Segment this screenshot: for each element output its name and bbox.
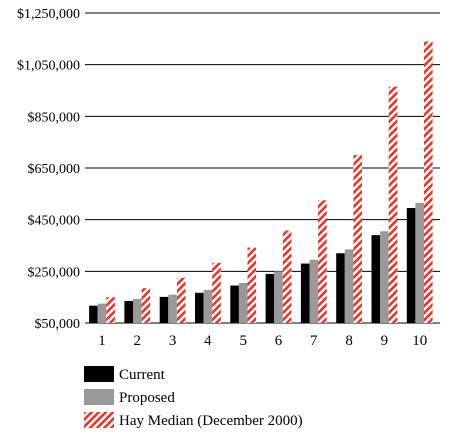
x-tick-label: 4 [204, 333, 212, 349]
x-tick-label: 2 [134, 333, 142, 349]
bar-current-10 [406, 208, 416, 323]
y-tick-label: $250,000 [28, 265, 81, 280]
bar-hay-6 [282, 230, 292, 323]
x-tick-label: 3 [169, 333, 177, 349]
y-tick-label: $850,000 [28, 110, 81, 125]
legend-swatch [84, 389, 114, 405]
x-tick-label: 7 [310, 333, 318, 349]
bar-hay-3 [176, 277, 186, 323]
bar-group-2 [124, 288, 151, 323]
legend: Current Proposed Hay Median (December 2000… [84, 366, 303, 429]
y-axis-tick-labels: $50,000 $250,000 $450,000 $650,000 $850,000 $… [17, 7, 80, 332]
legend-label: Current [119, 367, 166, 383]
x-tick-label: 8 [345, 333, 353, 349]
bar-current-8 [336, 253, 345, 323]
legend-item: Proposed [84, 389, 175, 406]
x-tick-label: 9 [381, 333, 389, 349]
bar-current-3 [159, 296, 169, 323]
x-axis-tick-labels: 1 2 3 4 5 6 7 8 9 10 [98, 333, 427, 349]
y-tick-label: $50,000 [35, 317, 81, 332]
bar-proposed-8 [344, 249, 354, 323]
bar-proposed-2 [133, 298, 142, 323]
bar-proposed-3 [168, 294, 177, 323]
x-tick-label: 6 [275, 333, 283, 349]
bar-current-1 [89, 305, 98, 323]
bar-group-3 [159, 277, 186, 323]
bar-group-10 [406, 41, 433, 324]
legend-item: Hay Median (December 2000) [84, 412, 303, 429]
y-tick-label: $1,050,000 [17, 59, 80, 74]
bar-hay-1 [106, 297, 115, 323]
bar-group-6 [265, 230, 292, 323]
bar-proposed-4 [203, 289, 213, 323]
legend-swatch [84, 366, 114, 382]
bar-current-5 [230, 285, 239, 323]
bar-group-4 [195, 262, 221, 323]
bar-group-5 [230, 247, 257, 323]
bar-hay-2 [141, 288, 151, 323]
bar-current-2 [124, 301, 133, 323]
bar-current-7 [300, 263, 310, 323]
bar-proposed-5 [238, 282, 248, 323]
gridlines [85, 12, 440, 324]
bar-current-4 [195, 292, 204, 323]
x-tick-label: 5 [239, 333, 247, 349]
bar-group-1 [89, 297, 115, 323]
y-tick-label: $1,250,000 [17, 7, 80, 22]
legend-item: Current [84, 366, 166, 383]
legend-label: Proposed [119, 390, 175, 406]
bar-proposed-6 [274, 271, 283, 323]
y-tick-label: $450,000 [28, 214, 81, 229]
bar-hay-10 [424, 41, 433, 324]
bar-proposed-7 [309, 259, 319, 323]
bar-current-6 [265, 273, 275, 323]
bar-proposed-9 [380, 231, 389, 323]
bar-hay-4 [212, 262, 221, 323]
bar-group-7 [300, 200, 327, 323]
bar-group-8 [336, 155, 362, 323]
bar-hay-8 [353, 155, 362, 323]
legend-swatch [84, 412, 114, 428]
bar-hay-5 [247, 247, 257, 323]
y-tick-label: $650,000 [28, 162, 81, 177]
bars [89, 41, 433, 324]
bar-current-9 [371, 235, 381, 323]
legend-label: Hay Median (December 2000) [119, 413, 303, 429]
x-tick-label: 10 [412, 333, 427, 349]
bar-hay-9 [388, 86, 398, 323]
bar-proposed-1 [97, 303, 107, 323]
bar-group-9 [371, 86, 398, 323]
bar-hay-7 [318, 200, 327, 323]
bar-proposed-10 [415, 202, 424, 323]
x-tick-label: 1 [98, 333, 106, 349]
